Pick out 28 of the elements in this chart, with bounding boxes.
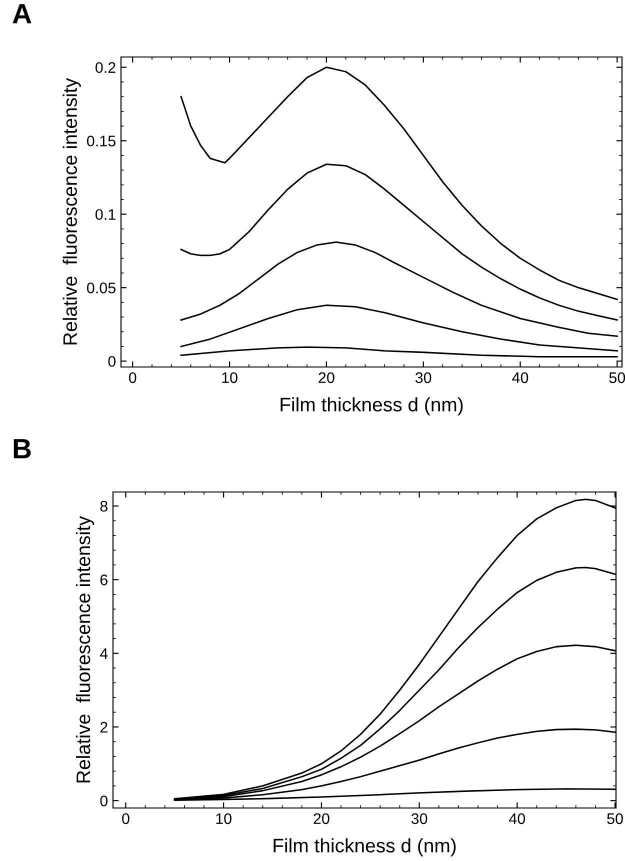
y-tick-label: 0: [100, 796, 108, 806]
y-tick-label: 0: [108, 356, 116, 367]
x-tick-label: 50: [607, 813, 623, 824]
y-tick-label: 0.05: [87, 282, 116, 294]
x-axis-title: Film thickness d (nm): [274, 838, 456, 856]
x-axis-title: Film thickness d (nm): [280, 397, 463, 416]
y-axis-title: Relative fluorescence intensity: [62, 78, 81, 344]
x-tick-label: 40: [509, 813, 526, 824]
y-tick-label: 6: [100, 574, 108, 586]
chart-title: A: [12, 4, 32, 24]
x-tick-label: 30: [415, 372, 432, 384]
x-tick-label: 20: [314, 813, 330, 824]
x-tick-label: 10: [222, 372, 238, 384]
y-tick-label: 0.1: [96, 209, 116, 220]
y-tick-label: 8: [100, 500, 108, 512]
x-tick-label: 30: [411, 813, 428, 824]
x-tick-label: 0: [122, 813, 130, 824]
x-tick-label: 0: [128, 372, 136, 384]
y-tick-label: 4: [100, 648, 108, 659]
chart-title: B: [14, 439, 31, 458]
y-tick-label: 0.15: [87, 136, 116, 146]
y-tick-label: 2: [100, 722, 108, 733]
x-tick-label: 10: [216, 813, 232, 824]
y-axis-title: Relative fluorescence intensity: [76, 516, 94, 782]
x-tick-label: 50: [609, 372, 625, 384]
x-tick-label: 40: [512, 372, 528, 384]
x-tick-label: 20: [318, 372, 334, 384]
y-tick-label: 0.2: [96, 62, 116, 73]
